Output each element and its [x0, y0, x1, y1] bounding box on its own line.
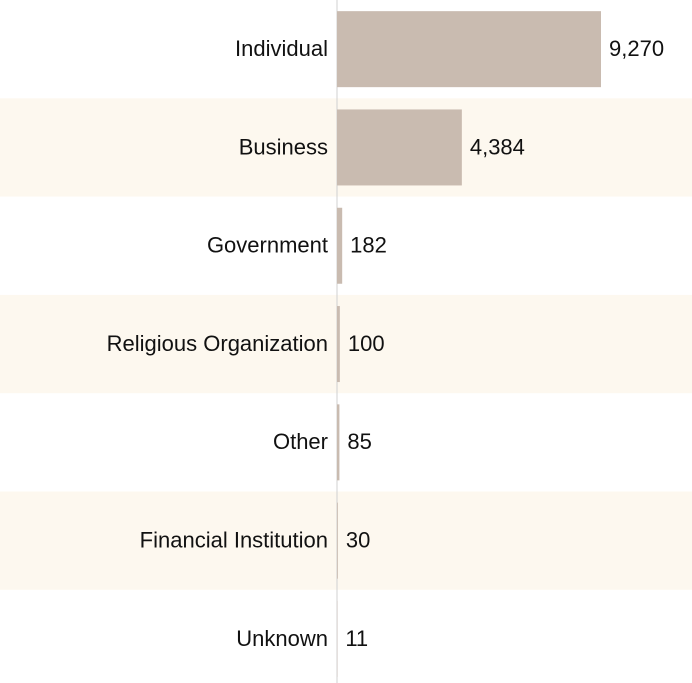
bar: [337, 11, 601, 88]
value-label: 85: [347, 429, 371, 454]
row-band: [0, 294, 692, 394]
category-label: Financial Institution: [140, 527, 328, 552]
category-label: Religious Organization: [107, 331, 328, 356]
value-label: 100: [348, 331, 385, 356]
bar: [337, 404, 340, 481]
bar: [337, 109, 462, 186]
bar: [337, 207, 343, 284]
category-label: Other: [273, 429, 328, 454]
category-label: Unknown: [236, 626, 328, 651]
category-label: Government: [207, 233, 328, 258]
bar: [337, 306, 340, 383]
value-label: 9,270: [609, 36, 664, 61]
row-band: [0, 491, 692, 590]
value-label: 11: [345, 626, 368, 651]
category-label: Individual: [235, 36, 328, 61]
value-label: 182: [350, 233, 387, 258]
value-label: 30: [346, 527, 370, 552]
bar: [337, 502, 338, 579]
category-label: Business: [239, 134, 328, 159]
value-label: 4,384: [470, 134, 525, 159]
